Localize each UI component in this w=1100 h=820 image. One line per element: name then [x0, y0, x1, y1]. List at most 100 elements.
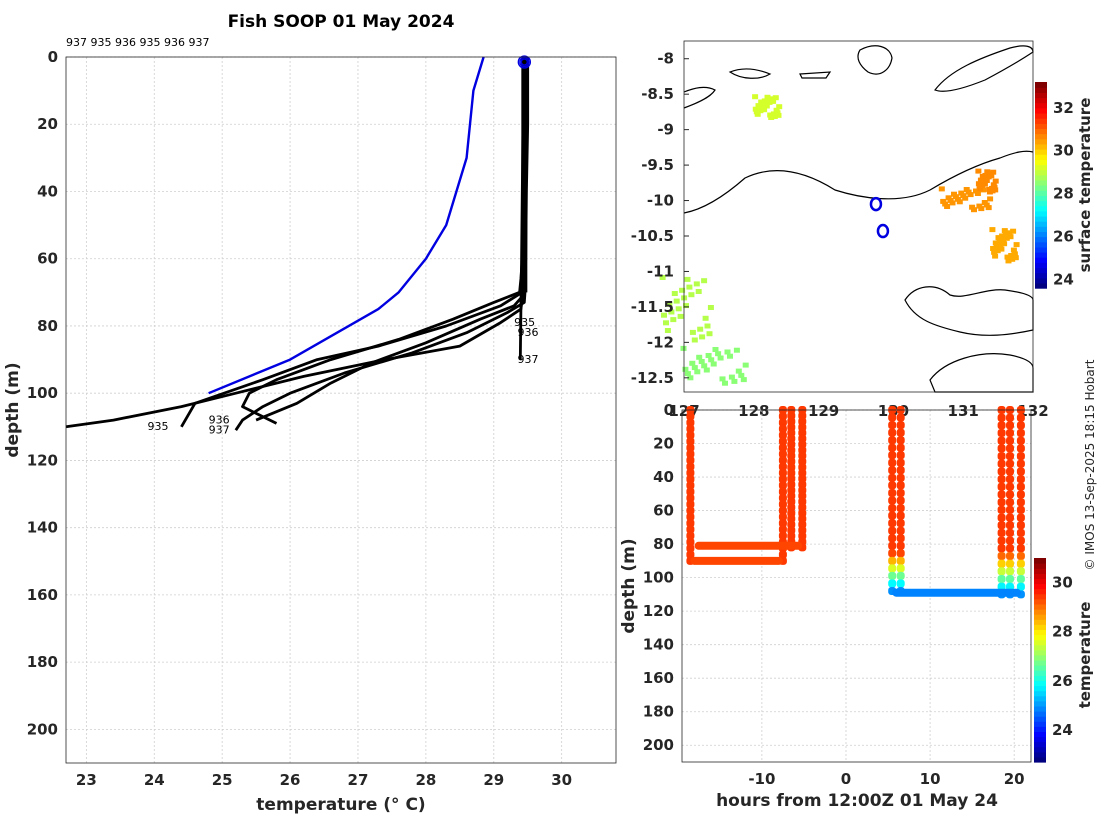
- map-x-tick-label: 132: [1017, 402, 1048, 420]
- colorbar-swatch: [1035, 221, 1047, 227]
- cast-sample: [888, 489, 897, 497]
- sst-pixel: [999, 233, 1006, 239]
- colorbar-swatch: [1035, 200, 1047, 207]
- sst-pixel: [742, 362, 749, 368]
- sst-pixel: [758, 99, 765, 105]
- section-x-tick-label: 0: [841, 770, 851, 788]
- section-y-tick-label: 0: [664, 401, 674, 419]
- cast-sample: [997, 513, 1006, 522]
- cast-sample: [896, 473, 905, 482]
- bottom-run: [690, 556, 783, 565]
- sst-pixel: [682, 366, 689, 372]
- cast-label: 937: [518, 353, 539, 366]
- cast-sample: [896, 458, 905, 467]
- sst-pixel: [701, 278, 708, 284]
- sst-pixel: [663, 320, 669, 326]
- cast-sample: [1006, 521, 1014, 530]
- cast-sample: [778, 456, 787, 465]
- cast-sample: [997, 559, 1006, 568]
- sst-pixel: [724, 349, 731, 355]
- sst-pixel: [973, 188, 979, 194]
- colorbar-swatch: [1035, 133, 1047, 140]
- cast-sample: [888, 466, 897, 475]
- colorbar-swatch: [1035, 148, 1047, 155]
- cast-sample: [896, 571, 905, 580]
- cast-sample: [778, 487, 787, 496]
- cast-sample: [686, 443, 695, 452]
- cast-sample: [686, 456, 695, 465]
- cast-sample: [778, 431, 787, 440]
- colorbar-swatch: [1035, 82, 1047, 88]
- cast-sample: [1016, 421, 1025, 430]
- colorbar-swatch: [1034, 716, 1046, 722]
- sst-pixel: [752, 94, 759, 100]
- cast-sample: [1016, 452, 1025, 461]
- sst-pixel: [954, 196, 961, 202]
- sst-pixel: [706, 331, 713, 337]
- cast-sample: [1016, 413, 1025, 422]
- colorbar-swatch: [1034, 634, 1046, 641]
- sst-pixel: [659, 275, 666, 280]
- cast-sample: [888, 436, 897, 445]
- cast-sample: [896, 428, 905, 437]
- cast-sample: [778, 481, 787, 490]
- sst-pixel: [960, 193, 967, 199]
- cast-sample: [896, 504, 905, 513]
- cast-sample: [686, 525, 695, 534]
- colorbar-swatch: [1035, 179, 1047, 186]
- sst-pixel: [1003, 235, 1010, 241]
- sst-pixel: [704, 323, 711, 329]
- colorbar-swatch: [1034, 614, 1046, 620]
- colorbar-swatch: [1034, 665, 1046, 671]
- section-points: [686, 406, 1025, 599]
- profile-y-tick-label: 180: [27, 653, 58, 671]
- profile-x-tick-label: 26: [280, 771, 301, 789]
- cast-sample: [997, 482, 1006, 491]
- cast-label: 935: [514, 316, 535, 329]
- sst-pixel: [771, 114, 778, 119]
- colorbar-swatch: [1035, 185, 1047, 191]
- cast-sample: [778, 519, 787, 528]
- sst-pixel: [680, 345, 687, 351]
- cast-sample: [686, 538, 695, 546]
- sst-pixel: [965, 189, 972, 195]
- cast-sample: [778, 506, 787, 515]
- sst-pixel: [1013, 242, 1020, 248]
- map-sst-field: [659, 94, 1020, 386]
- cast-sample: [1006, 498, 1014, 507]
- cast-sample: [896, 443, 905, 452]
- cast-sample: [888, 534, 897, 543]
- surface-marker: [517, 55, 532, 69]
- sst-pixel: [977, 177, 984, 183]
- section-x-tick-label: -10: [748, 770, 775, 788]
- sst-pixel: [695, 289, 702, 294]
- header-cast-ids: 937 935 936 935 936 937: [66, 36, 209, 49]
- sst-pixel: [699, 334, 706, 340]
- cast-sample: [997, 475, 1006, 484]
- sst-pixel: [761, 98, 768, 104]
- colorbar-swatch: [1035, 241, 1047, 248]
- cast-sample: [1016, 475, 1025, 484]
- sst-pixel: [687, 375, 694, 381]
- cast-sample: [1006, 559, 1014, 568]
- cast-sample: [778, 494, 787, 502]
- cast-sample: [686, 437, 695, 446]
- sst-pixel: [762, 101, 769, 106]
- section-y-tick-label: 180: [643, 703, 674, 721]
- cast-sample: [896, 413, 905, 422]
- colorbar-swatch: [1034, 746, 1046, 753]
- cast-sample: [686, 412, 695, 421]
- cast-sample: [1006, 444, 1014, 453]
- colorbar-swatch: [1035, 190, 1047, 196]
- cast-sample: [1016, 482, 1025, 491]
- profile-y-tick-label: 200: [27, 720, 58, 738]
- colorbar-swatch: [1034, 593, 1046, 600]
- colorbar-swatch: [1034, 609, 1046, 615]
- profile-ticks: 23 24 25 26 27 28 29 30 0 20 40 60 80 100 120 140 160 180…: [27, 48, 572, 789]
- map-colorbar: 24 26 28 30 32: [1035, 82, 1074, 289]
- colorbar-swatch: [1035, 112, 1047, 119]
- colorbar-swatch: [1034, 705, 1046, 712]
- sst-pixel: [691, 337, 698, 343]
- chart-title: Fish SOOP 01 May 2024: [228, 12, 455, 32]
- colorbar-swatch: [1034, 690, 1046, 697]
